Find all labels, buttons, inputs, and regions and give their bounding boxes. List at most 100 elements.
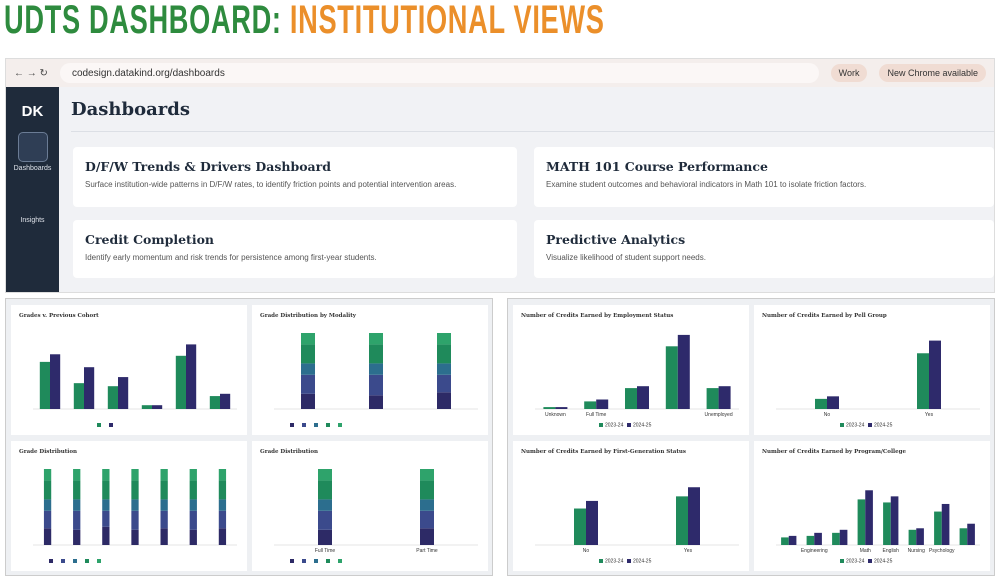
bar-segment <box>43 528 52 545</box>
bar-segment <box>160 469 168 481</box>
dashboard-card[interactable]: Predictive Analytics Visualize likelihood… <box>534 220 994 278</box>
bar-segment <box>73 529 81 545</box>
chart: Number of Credits Earned by Employment S… <box>521 313 739 429</box>
legend-swatch <box>868 423 872 427</box>
legend-swatch <box>49 559 53 563</box>
bar-segment <box>131 469 139 481</box>
bar-segment <box>102 510 110 527</box>
bar <box>934 511 942 545</box>
nav-item[interactable]: Insights <box>6 184 59 224</box>
bar <box>865 490 873 545</box>
bar-segment <box>73 469 81 481</box>
legend-label: 2023-24 <box>846 423 865 429</box>
legend-swatch <box>314 559 318 563</box>
profile-button[interactable]: Work <box>830 64 868 82</box>
bar <box>596 399 609 409</box>
bar-segment <box>43 469 52 481</box>
x-tick-label: Unemployed <box>705 412 733 418</box>
browser-window: ← → ↻ codesign.datakind.org/dashboards W… <box>5 58 995 293</box>
dashboard-card[interactable]: D/F/W Trends & Drivers Dashboard Surface … <box>73 147 517 207</box>
bar-segment <box>102 469 110 481</box>
bar <box>916 528 924 545</box>
bar-segment <box>437 374 451 393</box>
bar <box>706 388 719 409</box>
bar <box>917 353 929 409</box>
legend-swatch <box>314 423 318 427</box>
legend-swatch <box>109 423 113 427</box>
legend-label: 2023-24 <box>846 559 865 565</box>
nav-icon <box>18 184 48 214</box>
bar <box>832 532 840 545</box>
legend-swatch <box>326 423 330 427</box>
bar-segment <box>218 510 227 529</box>
card-text: Surface institution-wide patterns in D/F… <box>85 180 457 189</box>
slide-title: UDTS DASHBOARD: INSTITUTIONAL VIEWS <box>4 0 605 43</box>
divider <box>71 131 994 132</box>
bar-segment <box>318 480 332 500</box>
nav-icon <box>17 132 48 162</box>
bar-segment <box>102 526 110 545</box>
bar-segment <box>43 510 52 529</box>
legend-swatch <box>85 559 89 563</box>
bar-segment <box>420 480 434 500</box>
bar <box>941 503 950 545</box>
chart-panel: Grade Distribution Full Time Part Time <box>252 441 488 571</box>
chart: Number of Credits Earned by Pell Group No… <box>762 313 980 429</box>
bar-segment <box>437 344 451 364</box>
bar <box>584 401 597 409</box>
x-tick-label: No <box>583 548 590 554</box>
bar-segment <box>301 374 315 394</box>
legend-label: 2024-25 <box>874 559 893 565</box>
dashboard-card[interactable]: MATH 101 Course Performance Examine stude… <box>534 147 994 207</box>
bar <box>637 386 649 409</box>
screenshot: Grades v. Previous Cohort Grade Distribut… <box>5 298 493 576</box>
x-tick-label: Nursing <box>908 548 925 554</box>
bar-segment <box>189 480 197 500</box>
bar-segment <box>131 510 139 530</box>
bar-segment <box>131 499 139 511</box>
bar-segment <box>318 510 332 530</box>
x-tick-label: Full Time <box>315 548 336 554</box>
chart: Number of Credits Earned by First-Genera… <box>521 449 739 565</box>
bar-segment <box>369 363 383 375</box>
bar <box>781 537 789 545</box>
bar-segment <box>189 510 197 530</box>
legend-swatch <box>302 559 306 563</box>
legend-swatch <box>73 559 77 563</box>
bar <box>677 334 690 409</box>
bar <box>152 405 163 409</box>
x-tick-label: Psychology <box>929 548 955 554</box>
bar-segment <box>218 528 227 545</box>
bar-segment <box>420 510 434 529</box>
nav-item[interactable]: Dashboards <box>6 132 59 172</box>
bar-segment <box>369 333 383 345</box>
nav-buttons[interactable]: ← → ↻ <box>14 67 48 79</box>
x-tick-label: English <box>883 548 900 554</box>
dashboard-card[interactable]: Credit Completion Identify early momentum… <box>73 220 517 278</box>
bar-segment <box>189 529 197 545</box>
bar <box>84 367 95 409</box>
bar <box>186 344 197 409</box>
chart-title: Grade Distribution <box>260 449 318 455</box>
update-button[interactable]: New Chrome available <box>879 64 986 82</box>
chart-panel: Grade Distribution by Modality <box>252 305 488 435</box>
address-bar[interactable]: codesign.datakind.org/dashboards <box>59 63 819 83</box>
legend-swatch <box>627 559 631 563</box>
legend-label: 2023-24 <box>605 559 624 565</box>
bar <box>788 535 797 545</box>
card-text: Identify early momentum and risk trends … <box>85 253 377 262</box>
legend-swatch <box>290 423 294 427</box>
url: codesign.datakind.org/dashboards <box>71 67 225 79</box>
chart-panel: Grades v. Previous Cohort <box>11 305 247 435</box>
chart-title: Grade Distribution <box>19 449 77 455</box>
bar-segment <box>369 374 383 396</box>
bar <box>73 383 84 409</box>
bar-segment <box>437 333 451 345</box>
chart-title: Number of Credits Earned by First-Genera… <box>521 449 686 455</box>
bar-segment <box>301 363 315 375</box>
chart: Grades v. Previous Cohort <box>19 313 237 427</box>
chart-panel: Number of Credits Earned by First-Genera… <box>513 441 749 571</box>
legend-swatch <box>840 423 844 427</box>
bar <box>718 386 731 409</box>
